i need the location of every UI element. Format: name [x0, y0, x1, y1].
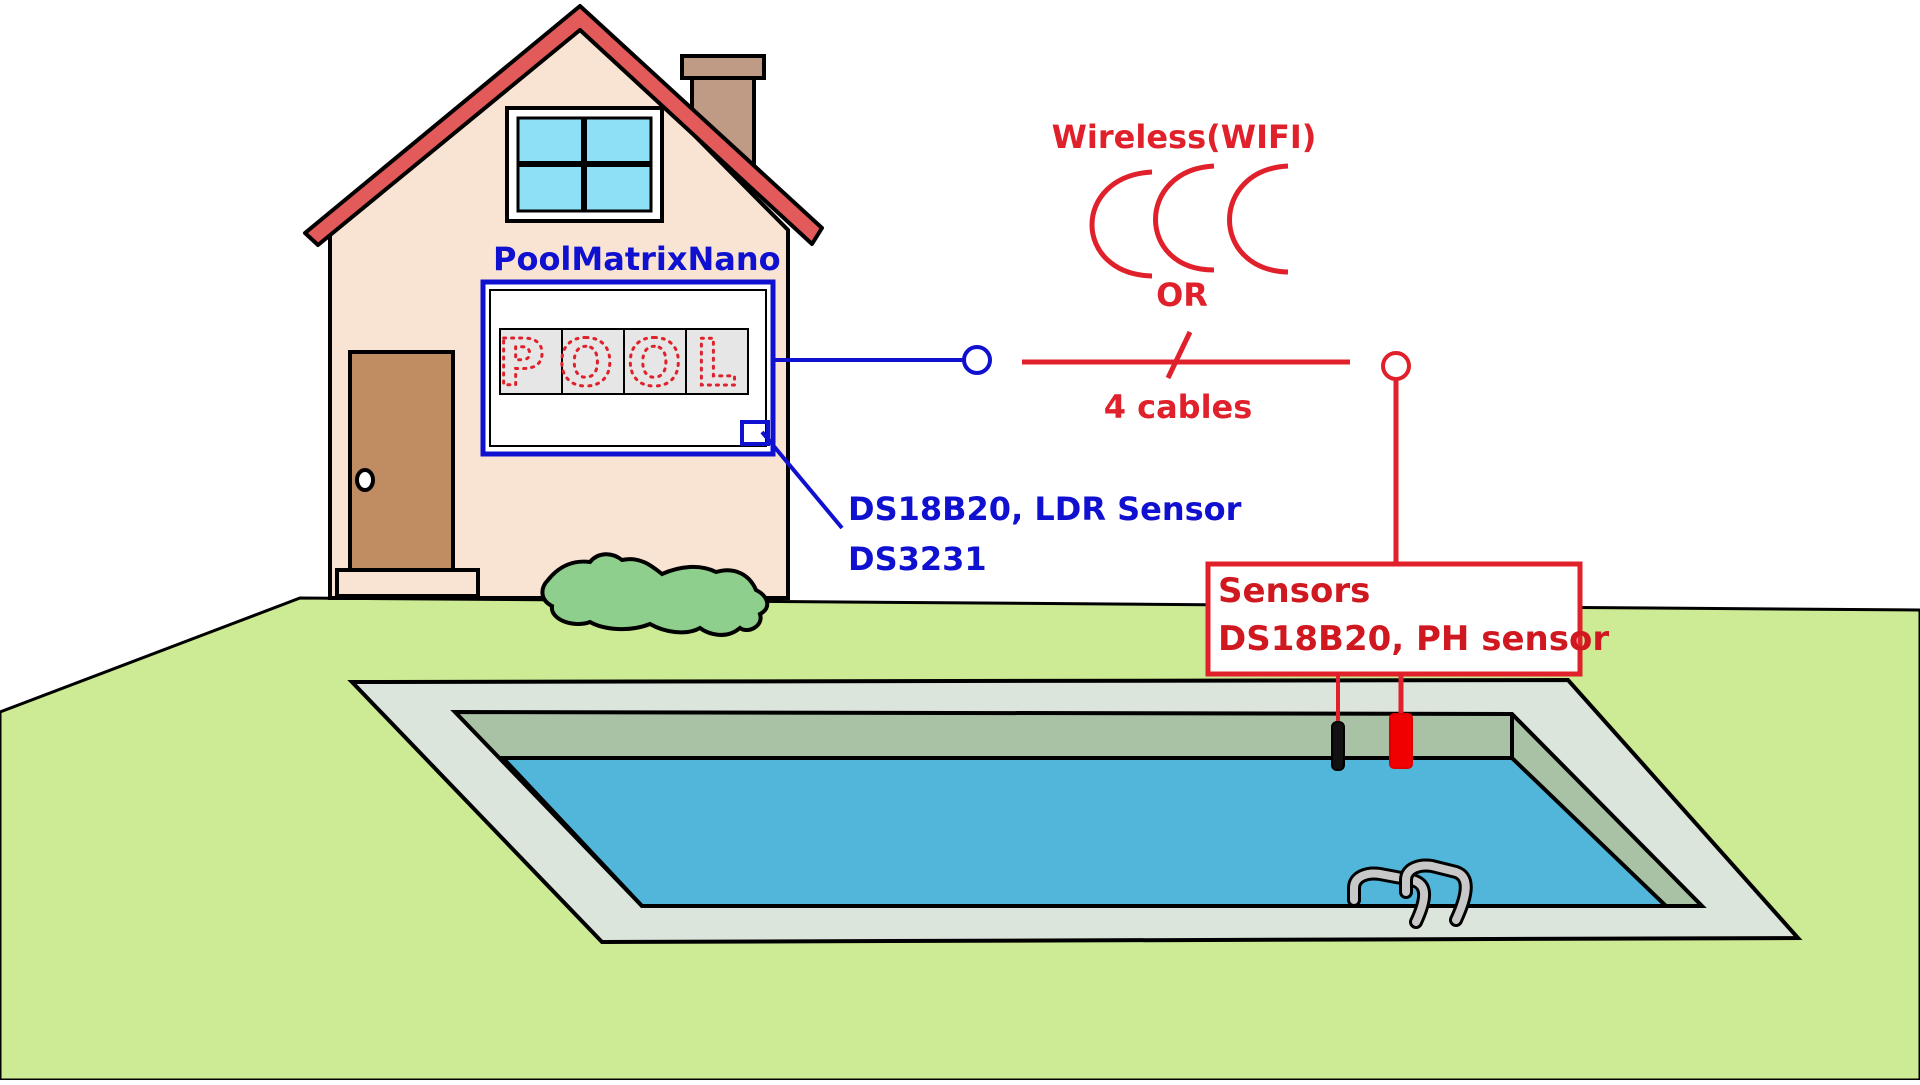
wifi-wave-2: [1153, 163, 1215, 273]
pool-sensors-title: Sensors: [1218, 571, 1370, 611]
door: [348, 350, 455, 572]
device-window-inner: [489, 289, 767, 447]
sensor-connection-node: [1381, 351, 1411, 381]
indoor-sensors-label-2: DS3231: [848, 540, 987, 578]
pool-ladder-rail-1-fill: [1350, 869, 1429, 926]
indoor-sensor-marker: [740, 420, 770, 446]
wifi-wave-1: [1089, 169, 1153, 279]
ph-sensor-probe: [1389, 713, 1413, 769]
pool-sensors-box: [1205, 561, 1583, 677]
pool-ladder-rail-2-fill: [1402, 861, 1470, 924]
indoor-sensor-leader: [760, 430, 844, 530]
door-knob: [355, 468, 375, 492]
indoor-sensors-label-1: DS18B20, LDR Sensor: [848, 490, 1242, 528]
pool-sensors: Sensors DS18B20, PH sensor: [1205, 561, 1609, 771]
swimming-pool: [347, 677, 1803, 945]
bush: [540, 552, 770, 637]
or-label: OR: [1156, 276, 1208, 314]
cable-bundle-slash: [1165, 330, 1193, 380]
communication-link: Wireless(WIFI) OR 4 cables: [1022, 118, 1411, 564]
wireless-label: Wireless(WIFI): [1052, 118, 1317, 156]
device-connection-node: [962, 345, 992, 375]
led-matrix-text: POOL: [498, 327, 751, 401]
pool-matrix-device: POOL PoolMatrixNano DS18B20, LDR Sensor …: [480, 240, 1242, 578]
cable-label: 4 cables: [1104, 388, 1253, 426]
pool-sensors-list: DS18B20, PH sensor: [1218, 619, 1609, 659]
pool-water: [498, 756, 1671, 908]
roof: [303, 4, 824, 247]
door-step: [335, 568, 480, 598]
chimney-cap: [680, 54, 766, 80]
temp-sensor-probe: [1331, 721, 1345, 771]
wifi-wave-3: [1227, 163, 1289, 275]
device-name-label: PoolMatrixNano: [493, 240, 781, 278]
